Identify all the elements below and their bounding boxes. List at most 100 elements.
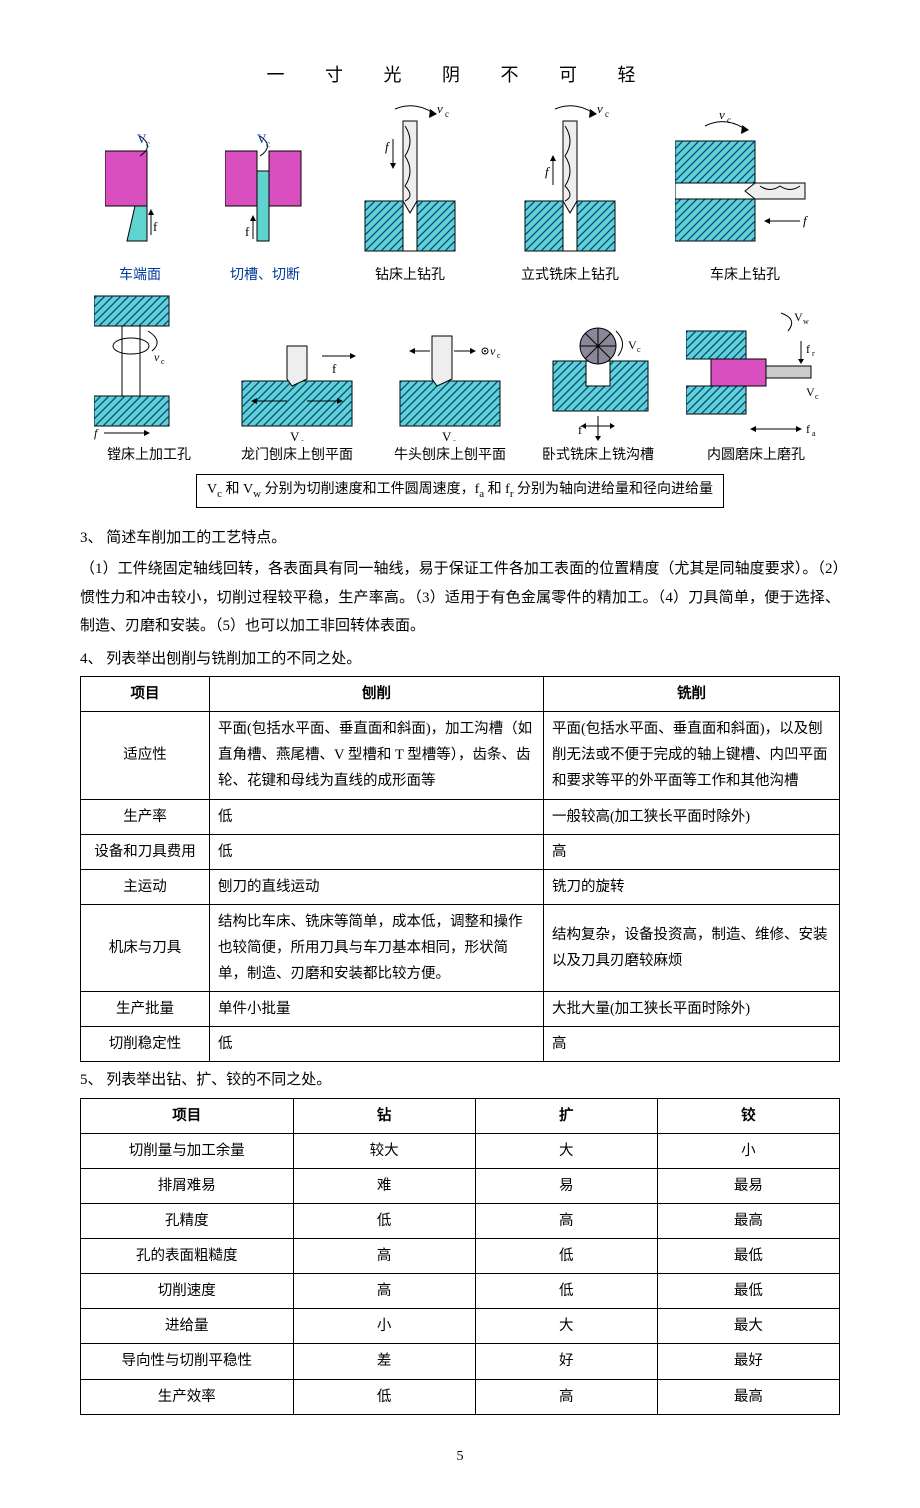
table-row: 导向性与切削平稳性差好最好 (81, 1344, 840, 1379)
svg-text:c: c (637, 345, 641, 354)
q5-title: 5、 列表举出钻、扩、铰的不同之处。 (80, 1068, 840, 1094)
svg-text:f: f (803, 213, 809, 228)
table-row: 孔精度低高最高 (81, 1204, 840, 1239)
diagram-label: 切槽、切断 (230, 264, 300, 288)
svg-text:f: f (806, 422, 810, 436)
cell-a: 高 (293, 1239, 475, 1274)
cell-c: 最好 (657, 1344, 839, 1379)
page-number: 5 (80, 1445, 840, 1469)
q5-h3: 铰 (657, 1098, 839, 1133)
cell-item: 生产率 (81, 799, 210, 834)
svg-text:v: v (437, 101, 443, 116)
cell-item: 设备和刀具费用 (81, 834, 210, 869)
q5-h0: 项目 (81, 1098, 294, 1133)
cell-c: 小 (657, 1133, 839, 1168)
q4-h0: 项目 (81, 677, 210, 712)
table-row: 机床与刀具结构比车床、铣床等简单，成本低，调整和操作也较简便，所用刀具与车刀基本… (81, 904, 840, 991)
q3-text: （1）工件绕固定轴线回转，各表面具有同一轴线，易于保证工件各加工表面的位置精度（… (80, 555, 840, 641)
cell-c: 最高 (657, 1379, 839, 1414)
cell-c: 最易 (657, 1168, 839, 1203)
q4-table: 项目 刨削 铣削 适应性平面(包括水平面、垂直面和斜面)，加工沟槽（如直角槽、燕… (80, 676, 840, 1062)
svg-text:c: c (452, 437, 456, 441)
svg-text:a: a (812, 429, 816, 438)
svg-text:f: f (153, 219, 158, 234)
svg-text:v: v (490, 344, 496, 358)
diagram-shaper: vc Vc 牛头刨床上刨平面 (390, 321, 510, 468)
grooving-svg: Vc f (225, 131, 305, 261)
svg-text:v: v (719, 107, 725, 122)
cell-a: 差 (293, 1344, 475, 1379)
diagram-grooving: Vc f 切槽、切断 (225, 131, 305, 288)
svg-text:f: f (806, 342, 810, 356)
cell-a: 低 (293, 1204, 475, 1239)
cell-c: 最低 (657, 1239, 839, 1274)
q5-h1: 钻 (293, 1098, 475, 1133)
cell-item: 主运动 (81, 869, 210, 904)
svg-text:c: c (815, 392, 819, 401)
diagram-hmill-slot: Vc f 卧式铣床上铣沟槽 (538, 301, 658, 468)
svg-text:r: r (812, 349, 815, 358)
cell-item: 进给量 (81, 1309, 294, 1344)
cell-b: 低 (475, 1274, 657, 1309)
cell-b: 低 (475, 1239, 657, 1274)
cell-b: 大批大量(加工狭长平面时除外) (543, 992, 839, 1027)
diagram-label: 龙门刨床上刨平面 (241, 444, 353, 468)
svg-text:c: c (497, 351, 501, 360)
cell-b: 一般较高(加工狭长平面时除外) (543, 799, 839, 834)
cell-c: 最低 (657, 1274, 839, 1309)
diagram-face-turning: Vc f 车端面 (105, 131, 175, 288)
svg-text:v: v (597, 101, 603, 116)
svg-text:c: c (605, 109, 609, 119)
cell-item: 导向性与切削平稳性 (81, 1344, 294, 1379)
svg-text:c: c (300, 437, 304, 441)
svg-text:V: V (628, 338, 637, 352)
svg-text:f: f (545, 164, 551, 179)
svg-text:f: f (332, 361, 337, 376)
diagram-label: 卧式铣床上铣沟槽 (542, 444, 654, 468)
svg-text:f: f (245, 224, 250, 239)
cell-a: 结构比车床、铣床等简单，成本低，调整和操作也较简便，所用刀具与车刀基本相同，形状… (210, 904, 544, 991)
svg-text:c: c (146, 139, 150, 149)
q4-h1: 刨削 (210, 677, 544, 712)
cell-b: 大 (475, 1133, 657, 1168)
cell-a: 小 (293, 1309, 475, 1344)
face-turning-svg: Vc f (105, 131, 175, 261)
diagram-row-2: vc f 镗床上加工孔 f Vc 龙门刨床上刨平面 (80, 291, 840, 468)
diagram-vmill-drill: vc f 立式铣床上钻孔 (515, 101, 625, 288)
cell-item: 排屑难易 (81, 1168, 294, 1203)
legend-text: Vc 和 Vw 分别为切削速度和工件圆周速度，fa 和 fr 分别为轴向进给量和… (207, 478, 713, 503)
cell-item: 生产批量 (81, 992, 210, 1027)
q3-title: 3、 简述车削加工的工艺特点。 (80, 526, 840, 552)
shaper-svg: vc Vc (390, 321, 510, 441)
diagram-row-1: Vc f 车端面 Vc f 切槽、切断 (80, 101, 840, 288)
svg-text:V: V (442, 429, 452, 441)
cell-item: 孔的表面粗糙度 (81, 1239, 294, 1274)
cell-item: 机床与刀具 (81, 904, 210, 991)
svg-text:c: c (266, 139, 270, 149)
cell-a: 难 (293, 1168, 475, 1203)
svg-text:f: f (94, 426, 99, 440)
cell-c: 最高 (657, 1204, 839, 1239)
q5-table: 项目 钻 扩 铰 切削量与加工余量较大大小排屑难易难易最易孔精度低高最高孔的表面… (80, 1098, 840, 1415)
svg-text:c: c (161, 357, 165, 366)
cell-a: 低 (210, 1027, 544, 1062)
cell-item: 孔精度 (81, 1204, 294, 1239)
diagram-label: 钻床上钻孔 (375, 264, 445, 288)
cell-item: 切削量与加工余量 (81, 1133, 294, 1168)
table-row: 进给量小大最大 (81, 1309, 840, 1344)
table-row: 主运动刨刀的直线运动铣刀的旋转 (81, 869, 840, 904)
table-row: 设备和刀具费用低高 (81, 834, 840, 869)
cell-a: 低 (293, 1379, 475, 1414)
table-row: 适应性平面(包括水平面、垂直面和斜面)，加工沟槽（如直角槽、燕尾槽、V 型槽和 … (81, 712, 840, 799)
cell-b: 高 (475, 1204, 657, 1239)
diagram-drill-press: vc f 钻床上钻孔 (355, 101, 465, 288)
svg-text:f: f (385, 139, 391, 154)
table-row: 项目 钻 扩 铰 (81, 1098, 840, 1133)
cell-a: 刨刀的直线运动 (210, 869, 544, 904)
table-row: 生产率低一般较高(加工狭长平面时除外) (81, 799, 840, 834)
diagram-lathe-drill: vc f 车床上钻孔 (675, 101, 815, 288)
planer-svg: f Vc (232, 321, 362, 441)
cell-b: 高 (543, 834, 839, 869)
q5-h2: 扩 (475, 1098, 657, 1133)
svg-text:V: V (806, 385, 815, 399)
